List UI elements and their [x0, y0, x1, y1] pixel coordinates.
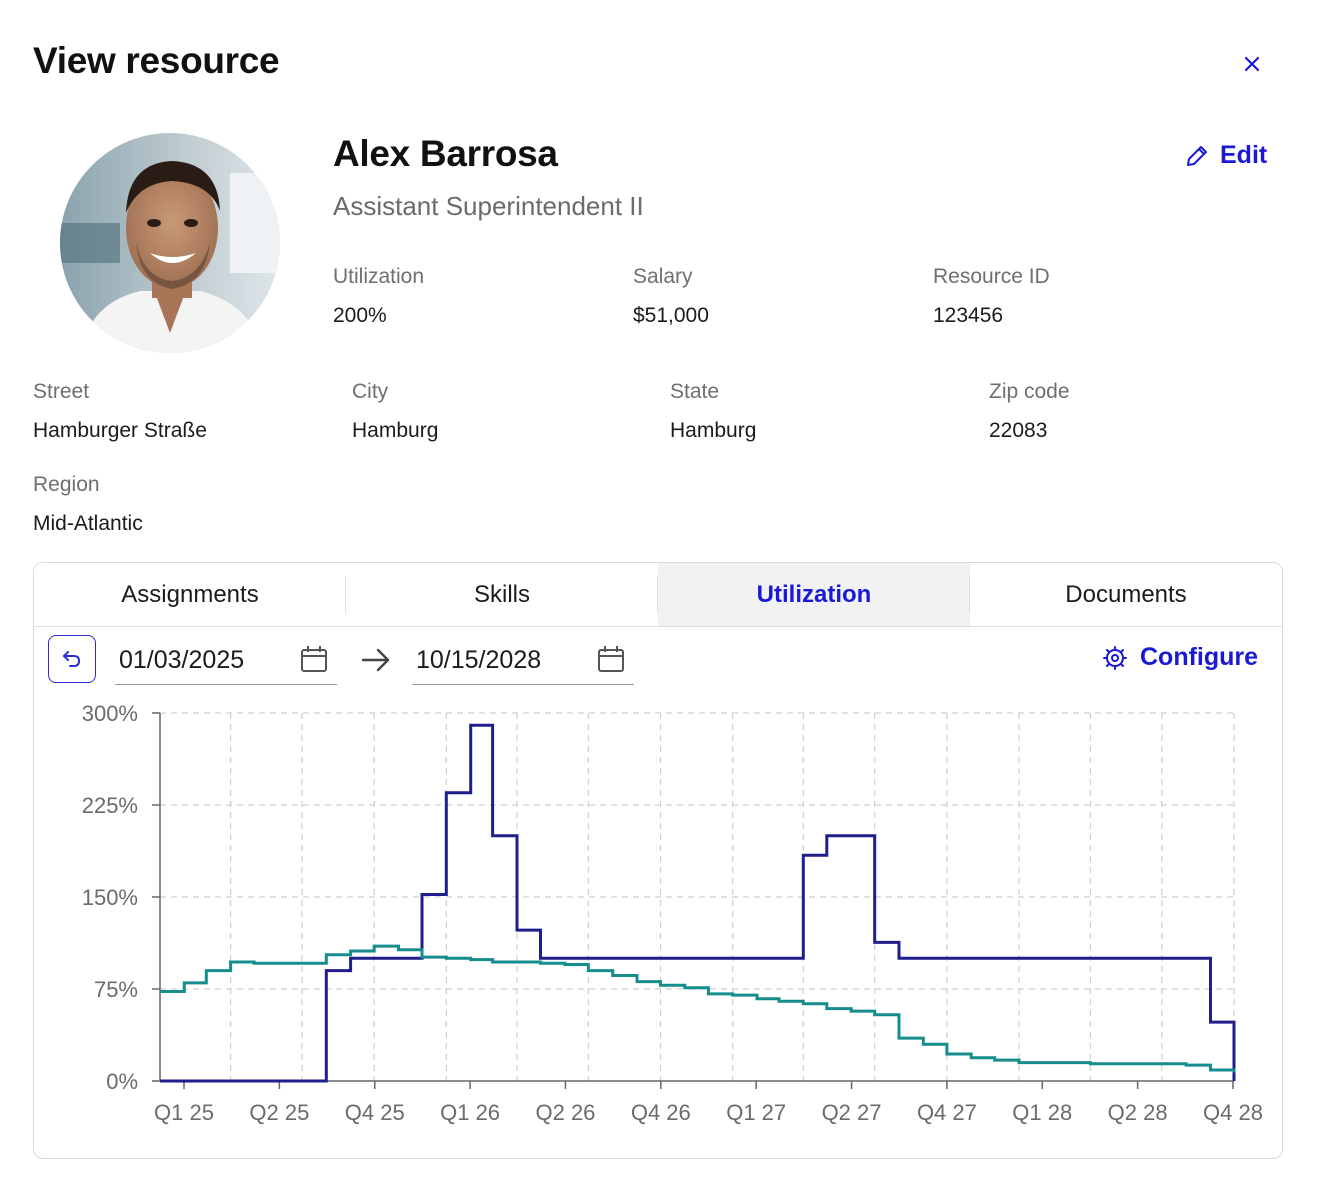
start-date-value: 01/03/2025	[119, 646, 245, 674]
x-tick-label: Q1 26	[440, 1100, 500, 1125]
x-tick-label: Q4 26	[631, 1100, 691, 1125]
undo-icon	[63, 651, 81, 667]
tab-skills[interactable]: Skills	[346, 563, 658, 626]
utilization-chart: 0% 75% 150% 225% 300% Q1 25 Q2 25 Q4 25 Q1 26 Q2 …	[82, 701, 1263, 1125]
resource-id-value: 123456	[933, 304, 1004, 327]
street-label: Street	[33, 380, 90, 403]
calendar-icon[interactable]	[596, 644, 626, 674]
series-line-1	[160, 723, 1236, 1083]
utilization-panel: Assignments Skills Utilization Documents…	[33, 562, 1283, 1159]
y-tick-label: 225%	[82, 793, 138, 818]
end-date-field[interactable]: 10/15/2028	[412, 635, 634, 685]
resource-id-label: Resource ID	[933, 265, 1050, 288]
avatar	[60, 133, 280, 353]
y-tick-label: 300%	[82, 701, 138, 726]
x-tick-label: Q4 28	[1203, 1100, 1263, 1125]
utilization-label: Utilization	[333, 265, 425, 288]
arrow-right-icon	[361, 648, 390, 672]
street-value: Hamburger Straße	[33, 419, 207, 442]
reset-range-button[interactable]	[48, 635, 96, 683]
x-tick-label: Q2 25	[249, 1100, 309, 1125]
tab-documents[interactable]: Documents	[1065, 580, 1187, 608]
x-tick-label: Q2 28	[1108, 1100, 1168, 1125]
y-tick-label: 0%	[106, 1069, 138, 1094]
close-button[interactable]	[1238, 50, 1266, 78]
configure-button[interactable]: Configure	[1102, 643, 1258, 672]
end-date-value: 10/15/2028	[416, 646, 542, 674]
page-title: View resource	[33, 40, 280, 81]
salary-label: Salary	[633, 265, 693, 288]
job-title: Assistant Superintendent II	[333, 191, 644, 221]
tab-assignments[interactable]: Assignments	[34, 563, 346, 626]
city-value: Hamburg	[352, 419, 439, 442]
state-value: Hamburg	[670, 419, 757, 442]
y-tick-label: 150%	[82, 885, 138, 910]
city-label: City	[352, 380, 389, 403]
configure-label: Configure	[1140, 643, 1259, 671]
start-date-field[interactable]: 01/03/2025	[115, 635, 337, 685]
x-tick-label: Q1 27	[726, 1100, 786, 1125]
x-tick-label: Q1 25	[154, 1100, 214, 1125]
x-tick-label: Q1 28	[1012, 1100, 1072, 1125]
region-value: Mid-Atlantic	[33, 512, 143, 535]
zip-value: 22083	[989, 419, 1048, 442]
y-tick-label: 75%	[94, 977, 138, 1002]
resource-name: Alex Barrosa	[333, 133, 558, 174]
x-tick-label: Q4 27	[917, 1100, 977, 1125]
tab-bar: Assignments Skills Utilization Documents	[34, 563, 1282, 627]
salary-value: $51,000	[633, 304, 709, 327]
pencil-icon	[1187, 145, 1207, 166]
utilization-value: 200%	[333, 304, 387, 327]
tab-utilization[interactable]: Utilization	[658, 563, 970, 626]
zip-label: Zip code	[989, 380, 1070, 403]
edit-button[interactable]: Edit	[1184, 141, 1267, 170]
region-label: Region	[33, 473, 100, 496]
state-label: State	[670, 380, 720, 403]
series-line-2	[160, 944, 1236, 1073]
edit-label: Edit	[1220, 141, 1268, 169]
x-tick-label: Q2 27	[822, 1100, 882, 1125]
calendar-icon[interactable]	[299, 644, 329, 674]
x-tick-label: Q4 25	[345, 1100, 405, 1125]
gear-icon	[1103, 645, 1127, 670]
x-tick-label: Q2 26	[535, 1100, 595, 1125]
close-icon	[1244, 56, 1260, 72]
